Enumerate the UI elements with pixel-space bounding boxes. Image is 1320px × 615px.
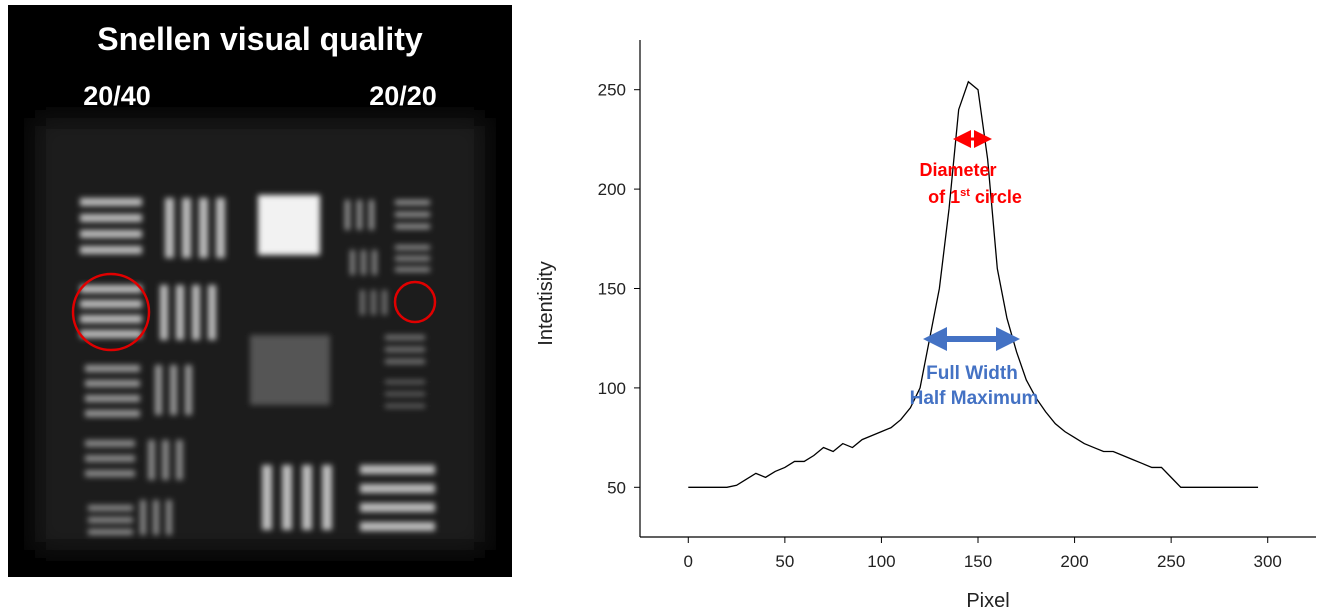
y-axis-label: Intentisity — [535, 261, 557, 345]
image-label: 20/20 — [369, 81, 437, 111]
y-tick-label: 100 — [598, 379, 626, 398]
x-tick-label: 0 — [684, 552, 693, 571]
chart: 0 50 100 150 200 250 300 50 100 150 200 250 Pixel Int… — [535, 40, 1316, 612]
x-tick-label: 50 — [775, 552, 794, 571]
y-tick-label: 50 — [607, 478, 626, 497]
x-tick-label: 150 — [964, 552, 992, 571]
annotation: Full Width — [926, 363, 1018, 384]
y-tick-label: 150 — [598, 280, 626, 299]
annotation-part: of 1 — [928, 187, 960, 207]
image-label: 20/40 — [83, 81, 151, 111]
annotation: Half Maximum — [910, 388, 1039, 409]
data-line — [688, 80, 1259, 488]
x-axis-label: Pixel — [966, 590, 1009, 612]
annotation-part: circle — [970, 187, 1022, 207]
annotation: Diameter — [919, 160, 996, 180]
y-tick-label: 250 — [598, 81, 626, 100]
image-title: Snellen visual quality — [97, 21, 423, 57]
y-tick-label: 200 — [598, 180, 626, 199]
target-image: Snellen visual quality 20/40 20/20 — [8, 5, 512, 577]
x-tick-label: 200 — [1060, 552, 1088, 571]
annotation: of 1st circle — [928, 187, 1022, 207]
x-tick-label: 250 — [1157, 552, 1185, 571]
x-tick-label: 300 — [1254, 552, 1282, 571]
annotation-superscript: st — [960, 187, 970, 199]
x-tick-label: 100 — [867, 552, 895, 571]
